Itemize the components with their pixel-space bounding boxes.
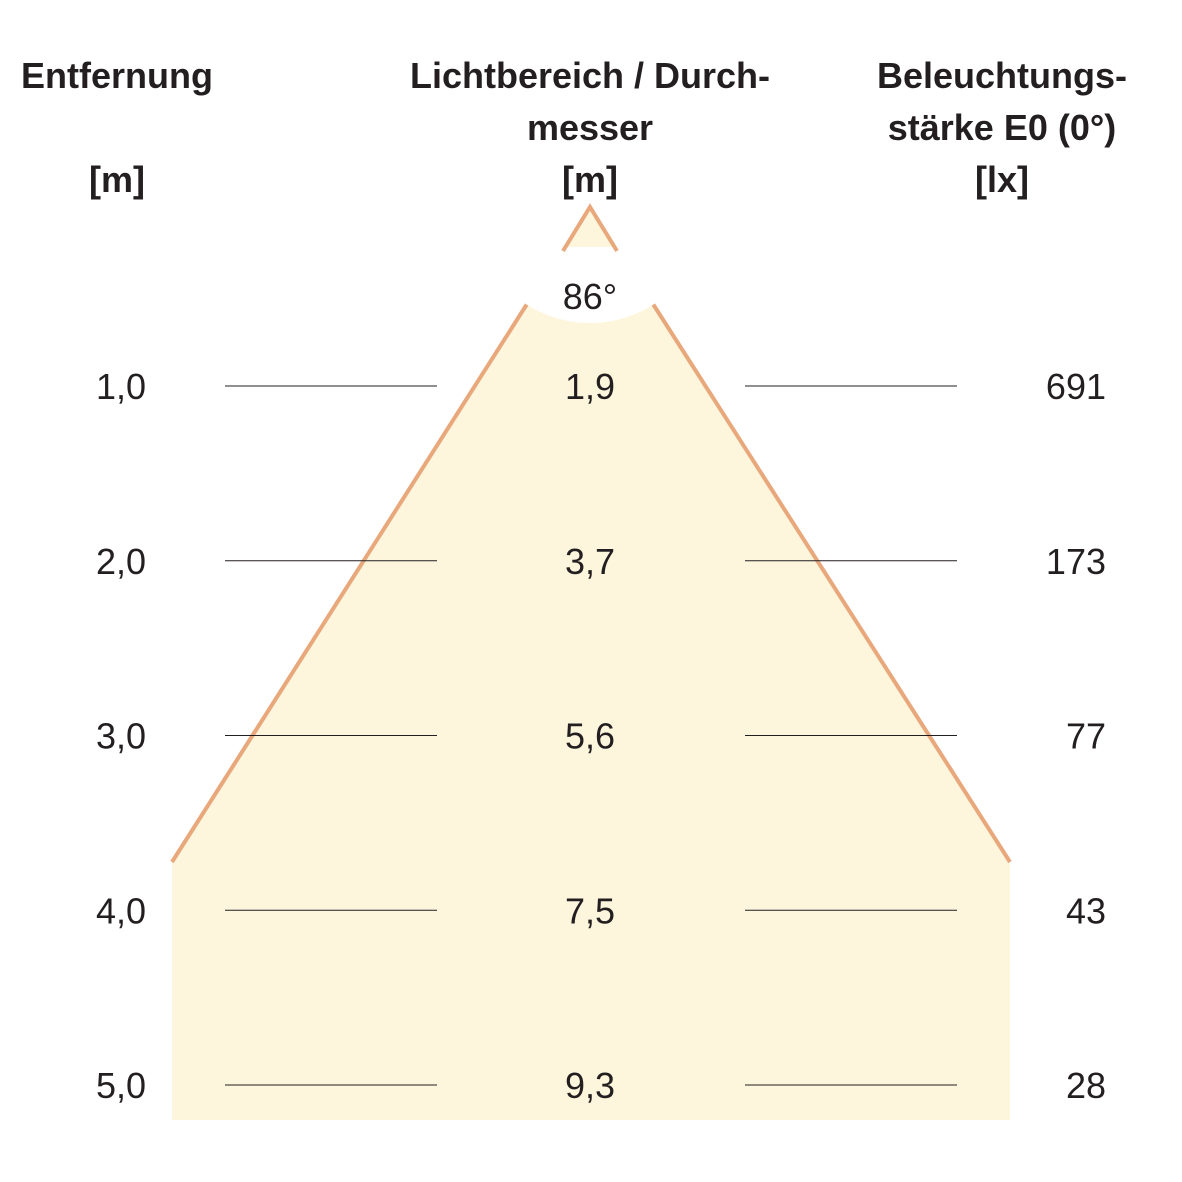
- header: Lichtbereich / Durch-: [410, 55, 770, 96]
- cone-tip-edge: [561, 203, 619, 253]
- diameter: 3,7: [565, 541, 615, 582]
- distance: 1,0: [96, 366, 146, 407]
- header: Beleuchtungs-: [877, 55, 1127, 96]
- header: messer: [527, 107, 653, 148]
- illuminance: 77: [1066, 716, 1106, 757]
- cone-edge: [651, 302, 1012, 864]
- illuminance: 43: [1066, 890, 1106, 931]
- diameter: 9,3: [565, 1065, 615, 1106]
- distance: 5,0: [96, 1065, 146, 1106]
- illuminance: 691: [1046, 366, 1106, 407]
- header: stärke E0 (0°): [888, 107, 1117, 148]
- header: Entfernung: [21, 55, 213, 96]
- cone-fill: [172, 205, 1010, 1120]
- diameter: 7,5: [565, 890, 615, 931]
- cone-edge: [170, 302, 529, 864]
- illuminance: 173: [1046, 541, 1106, 582]
- angle-label: 86°: [563, 276, 617, 317]
- distance: 4,0: [96, 890, 146, 931]
- cone-tip: [563, 205, 617, 247]
- distance: 2,0: [96, 541, 146, 582]
- header: [m]: [562, 159, 618, 200]
- header: [m]: [89, 159, 145, 200]
- diameter: 5,6: [565, 716, 615, 757]
- distance: 3,0: [96, 716, 146, 757]
- diameter: 1,9: [565, 366, 615, 407]
- header: [lx]: [975, 159, 1029, 200]
- illuminance: 28: [1066, 1065, 1106, 1106]
